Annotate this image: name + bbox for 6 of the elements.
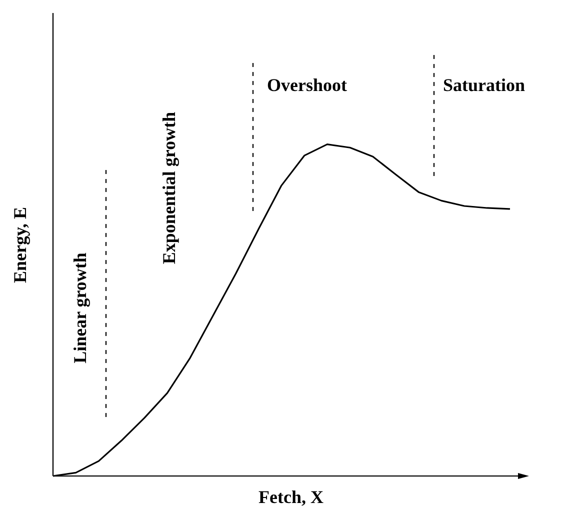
text: Saturation	[443, 75, 526, 96]
y-axis-title: Energy, E	[10, 206, 30, 284]
annotation: Exponential growth	[159, 112, 180, 264]
annotation: Linear growth	[70, 252, 90, 364]
x-axis-title: Fetch, X	[258, 487, 324, 507]
text: Overshoot	[267, 75, 347, 96]
